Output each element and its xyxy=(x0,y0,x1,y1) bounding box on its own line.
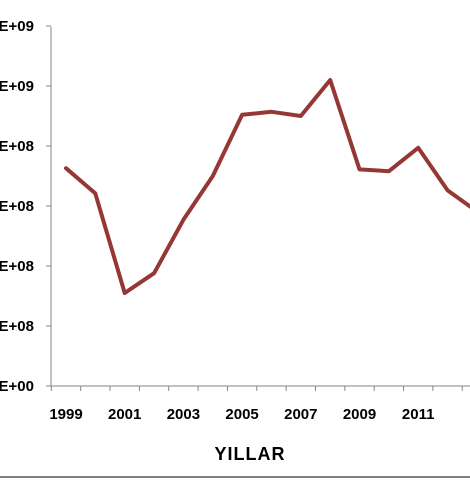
series-group xyxy=(64,78,470,295)
y-tick-label: E+00 xyxy=(0,378,34,395)
y-tick-label: E+08 xyxy=(0,198,34,215)
x-tick-label: 2011 xyxy=(402,406,435,423)
x-tick-label: 2009 xyxy=(343,406,376,423)
x-tick-label: 2001 xyxy=(108,406,141,423)
y-tick-label: E+09 xyxy=(0,78,34,95)
y-tick-label: E+08 xyxy=(0,258,34,275)
x-tick-label: 2003 xyxy=(167,406,200,423)
x-axis-ticks: 19992001200320052007200920112 xyxy=(49,386,463,423)
x-tick-label: 2007 xyxy=(284,406,317,423)
y-axis-ticks: E+00 E+08 E+08 E+08 E+08 E+09 E+09 xyxy=(0,18,51,395)
x-axis-title: YILLAR xyxy=(215,444,286,464)
y-tick-label: E+08 xyxy=(0,138,34,155)
x-tick-label: 2005 xyxy=(225,406,258,423)
x-tick-label: 1999 xyxy=(49,406,82,423)
y-tick-label: E+09 xyxy=(0,18,34,35)
y-tick-label: E+08 xyxy=(0,318,34,335)
series-line xyxy=(64,78,470,295)
